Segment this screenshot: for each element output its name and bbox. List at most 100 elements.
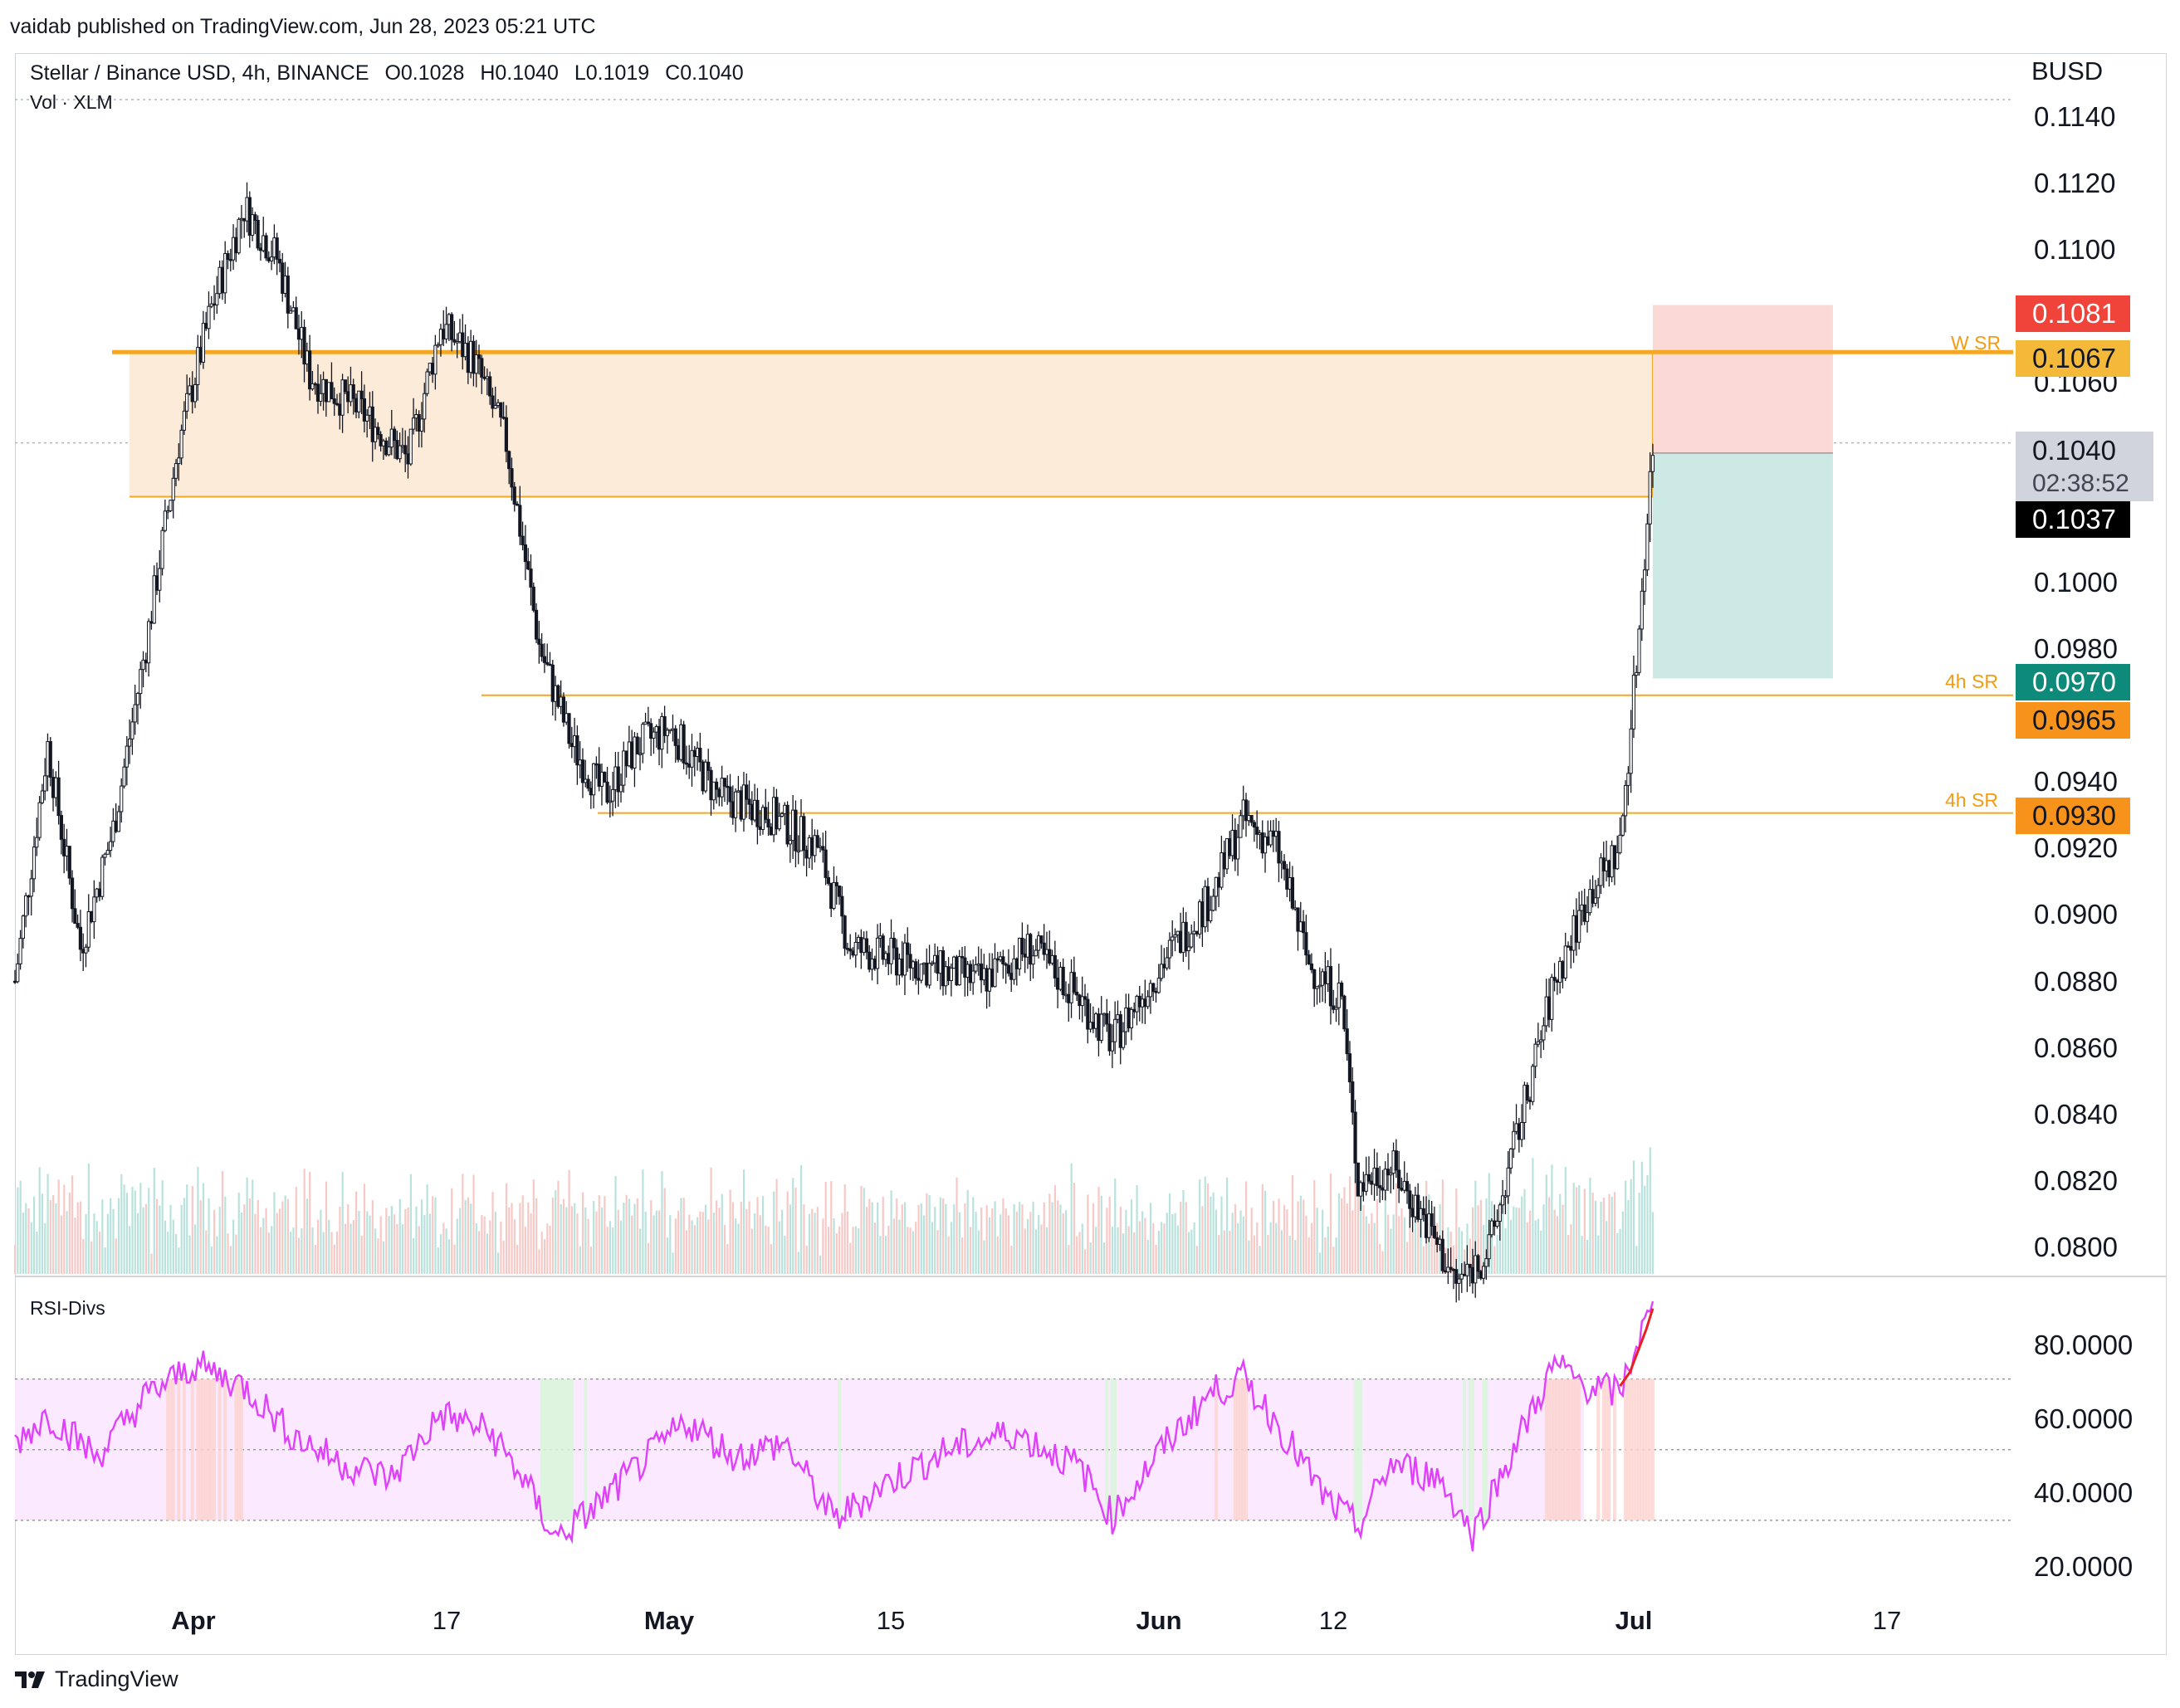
candle-body [1178,930,1183,954]
candle-body [936,954,940,974]
volume-bar [330,1232,333,1274]
candle-body [1599,857,1603,886]
volume-bar [1176,1225,1179,1274]
volume-bar [1586,1239,1589,1274]
candle-body [86,910,90,948]
candle-body [837,885,842,897]
volume-bar [677,1210,680,1274]
candle-body [452,339,457,343]
candle-body [1326,966,1330,984]
candle-body [1536,1041,1540,1045]
volume-bar [527,1202,530,1274]
volume-bar [672,1252,674,1274]
price-tick: 0.0800 [2034,1232,2118,1262]
rsi-overbought-highlight [1635,1379,1639,1520]
rsi-oversold-highlight [565,1379,569,1520]
candle-body [1375,1168,1379,1187]
volume-bar [439,1234,442,1274]
rsi-overbought-highlight [1596,1379,1601,1520]
candle-body [1086,998,1090,1030]
volume-bar [961,1237,964,1274]
volume-bar [1064,1210,1068,1274]
candle-body [1069,972,1073,1003]
volume-bar [1081,1223,1083,1274]
candle-body [491,395,495,409]
candle-body [1419,1208,1423,1220]
volume-bar [530,1213,532,1274]
volume-bar [129,1226,131,1274]
candle-body [1146,996,1150,1008]
rsi-overbought-highlight [1626,1379,1630,1520]
candle-body [982,968,986,981]
volume-bar [1215,1209,1218,1274]
volume-bar [303,1169,305,1274]
volume-bar [85,1213,87,1274]
volume-bar [404,1208,407,1274]
candle-body [482,376,486,379]
candle-body [1312,969,1317,989]
volume-bar [535,1198,538,1274]
candle-body [1400,1187,1404,1191]
volume-bar [1259,1246,1261,1274]
tradingview-brand[interactable]: TradingView [15,1667,178,1692]
rsi-overbought-highlight [1544,1379,1548,1520]
candle-body [51,777,56,798]
volume-bar [74,1218,76,1274]
volume-bar [1053,1185,1057,1274]
rsi-overbought-highlight [1648,1379,1652,1520]
price-tick: 0.1100 [2034,234,2116,265]
volume-bar [1504,1227,1507,1274]
chart-frame[interactable] [15,53,2167,1655]
candle-body [608,800,612,803]
candle-body [1569,946,1573,951]
candle-body [1356,1162,1360,1197]
volume-bar [1367,1223,1371,1274]
volume-bar [780,1209,784,1274]
candle-body [1612,845,1617,870]
volume-bar [1400,1208,1403,1274]
candle-body [772,797,776,836]
volume-bar [210,1247,213,1274]
candle-body [1105,1013,1109,1025]
volume-bar [625,1194,628,1274]
rsi-overbought-highlight [1645,1379,1650,1520]
volume-bar [650,1200,653,1274]
candle-body [1468,1263,1472,1268]
volume-bar [600,1207,604,1274]
candle-body [722,778,727,787]
candle-body [938,950,942,974]
volume-bar [117,1198,120,1274]
volume-bar [1117,1227,1119,1274]
candle-body [580,759,585,783]
volume-bar [1280,1230,1283,1274]
candle-body [1618,834,1622,853]
volume-bar [1390,1228,1392,1274]
volume-bar [958,1212,960,1274]
volume-bar [1095,1227,1097,1274]
volume-bar [609,1221,612,1274]
volume-bar [1000,1214,1002,1274]
candle-body [376,427,380,436]
candle-body [853,942,858,956]
volume-bar [60,1215,63,1274]
candle-body [1323,971,1327,984]
rsi-overbought-highlight [171,1379,175,1520]
volume-bar [390,1206,393,1274]
volume-bar [420,1199,423,1274]
candle-body [679,724,683,760]
candle-body [843,915,847,949]
candle-body [895,947,899,976]
candle-body [1563,945,1567,978]
candle-body [714,781,719,790]
rsi-tick: 80.0000 [2034,1330,2134,1360]
volume-bar [494,1211,496,1274]
volume-bar [1201,1206,1204,1274]
volume-bar [786,1191,789,1274]
volume-bar [721,1193,723,1274]
volume-bar [513,1219,516,1274]
volume-bar [221,1171,224,1274]
candle-body [365,414,369,422]
volume-bar [619,1220,623,1274]
candle-body [1389,1173,1393,1176]
